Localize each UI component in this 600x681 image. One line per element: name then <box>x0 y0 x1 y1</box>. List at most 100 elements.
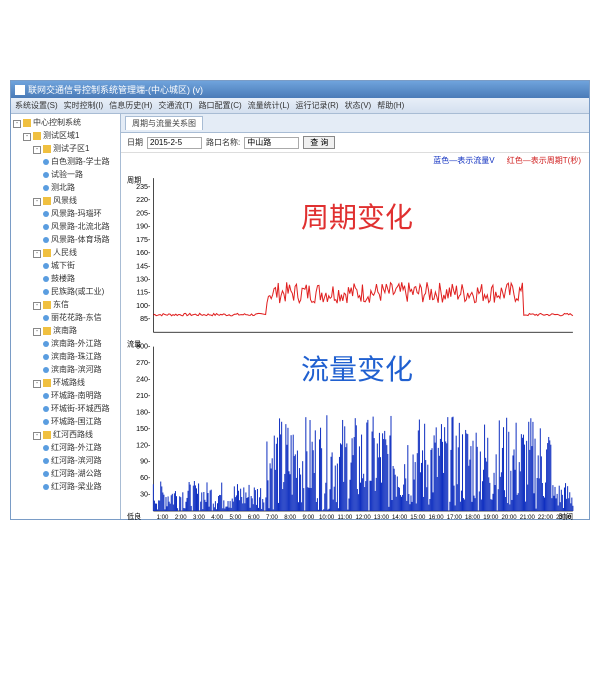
svg-text:90-: 90- <box>140 458 151 466</box>
svg-text:22:00: 22:00 <box>538 514 554 521</box>
tree-leaf[interactable]: 红河路-滨河路 <box>13 454 118 467</box>
svg-text:16:00: 16:00 <box>428 514 444 521</box>
svg-text:210-: 210- <box>136 392 151 400</box>
svg-text:205-: 205- <box>136 209 151 217</box>
tree-node[interactable]: -东信 <box>13 298 118 311</box>
tree-leaf[interactable]: 试验一路 <box>13 168 118 181</box>
tree-leaf[interactable]: 红河路-外江路 <box>13 441 118 454</box>
svg-text:4:00: 4:00 <box>211 514 223 521</box>
tree-node[interactable]: -风景线 <box>13 194 118 207</box>
svg-text:7:00: 7:00 <box>266 514 278 521</box>
menu-item[interactable]: 流量统计(L) <box>248 100 290 111</box>
svg-text:150-: 150- <box>136 425 151 433</box>
svg-text:时间: 时间 <box>559 512 573 521</box>
svg-text:17:00: 17:00 <box>447 514 463 521</box>
menu-item[interactable]: 状态(V) <box>345 100 372 111</box>
menu-item[interactable]: 信息历史(H) <box>109 100 152 111</box>
tree-node[interactable]: -人民线 <box>13 246 118 259</box>
tree-leaf[interactable]: 风景路-体育场路 <box>13 233 118 246</box>
svg-text:1:00: 1:00 <box>157 514 169 521</box>
svg-text:30-: 30- <box>140 491 151 499</box>
overlay-flow: 流量变化 <box>301 348 413 388</box>
svg-text:235-: 235- <box>136 183 151 191</box>
svg-text:60-: 60- <box>140 474 151 482</box>
svg-text:21:00: 21:00 <box>520 514 536 521</box>
tab-chart[interactable]: 周期与流量关系图 <box>125 116 203 130</box>
svg-text:10:00: 10:00 <box>319 514 335 521</box>
svg-text:14:00: 14:00 <box>392 514 408 521</box>
tree-leaf[interactable]: 滨南路-滨河路 <box>13 363 118 376</box>
svg-text:300-: 300- <box>136 343 151 351</box>
svg-text:180-: 180- <box>136 408 151 416</box>
main-panel: 周期与流量关系图 日期 路口名称: 查 询 蓝色—表示流量V 红色—表示周期T(… <box>121 114 589 519</box>
date-label: 日期 <box>127 137 143 148</box>
svg-text:270-: 270- <box>136 359 151 367</box>
window-title: 联网交通信号控制系统管理端-(中心城区) (v) <box>28 83 203 96</box>
svg-text:19:00: 19:00 <box>483 514 499 521</box>
date-input[interactable] <box>147 137 202 149</box>
app-body: -中心控制系统-测试区域1-测试子区1白色测路-学士路试验一路测北路-风景线风景… <box>11 114 589 519</box>
menu-item[interactable]: 系统设置(S) <box>15 100 58 111</box>
svg-text:120-: 120- <box>136 441 151 449</box>
chart-area: 周期85-100-115-130-145-160-175-190-205-220… <box>121 168 589 546</box>
tree-leaf[interactable]: 丽花花路-东信 <box>13 311 118 324</box>
svg-text:190-: 190- <box>136 223 151 231</box>
tree-leaf[interactable]: 环城街-环城西路 <box>13 402 118 415</box>
tree-node[interactable]: -测试子区1 <box>13 142 118 155</box>
overlay-period: 周期变化 <box>301 196 413 236</box>
svg-text:18:00: 18:00 <box>465 514 481 521</box>
svg-text:15:00: 15:00 <box>410 514 426 521</box>
menu-item[interactable]: 实时控制(I) <box>64 100 104 111</box>
svg-text:85-: 85- <box>140 315 151 323</box>
tree-leaf[interactable]: 滨南路-外江路 <box>13 337 118 350</box>
svg-text:12:00: 12:00 <box>356 514 372 521</box>
tree-leaf[interactable]: 风景路-玛瑙环 <box>13 207 118 220</box>
tree-leaf[interactable]: 环城路-国江路 <box>13 415 118 428</box>
intersection-input[interactable] <box>244 137 299 149</box>
tree-leaf[interactable]: 城下街 <box>13 259 118 272</box>
svg-text:20:00: 20:00 <box>501 514 517 521</box>
sidebar-tree[interactable]: -中心控制系统-测试区域1-测试子区1白色测路-学士路试验一路测北路-风景线风景… <box>11 114 121 519</box>
svg-text:240-: 240- <box>136 376 151 384</box>
menu-item[interactable]: 帮助(H) <box>377 100 404 111</box>
svg-text:低良: 低良 <box>127 512 141 521</box>
app-icon <box>15 85 25 95</box>
menu-item[interactable]: 运行记录(R) <box>295 100 338 111</box>
tree-leaf[interactable]: 鼓楼路 <box>13 272 118 285</box>
tree-node[interactable]: -滨南路 <box>13 324 118 337</box>
svg-text:5:00: 5:00 <box>230 514 242 521</box>
svg-text:115-: 115- <box>137 289 151 297</box>
tree-node[interactable]: -中心控制系统 <box>13 116 118 129</box>
tree-leaf[interactable]: 民族路(或工业) <box>13 285 118 298</box>
titlebar: 联网交通信号控制系统管理端-(中心城区) (v) <box>11 81 589 98</box>
intersection-label: 路口名称: <box>206 137 240 148</box>
tree-leaf[interactable]: 风景路-北流北路 <box>13 220 118 233</box>
svg-text:11:00: 11:00 <box>338 514 353 521</box>
tree-leaf[interactable]: 环城路-南明路 <box>13 389 118 402</box>
svg-text:130-: 130- <box>136 275 151 283</box>
menu-item[interactable]: 交通流(T) <box>158 100 192 111</box>
svg-text:9:00: 9:00 <box>303 514 315 521</box>
legend: 蓝色—表示流量V 红色—表示周期T(秒) <box>121 153 589 168</box>
tree-leaf[interactable]: 滨南路-珠江路 <box>13 350 118 363</box>
svg-text:145-: 145- <box>136 262 151 270</box>
query-button[interactable]: 查 询 <box>303 136 335 149</box>
tree-leaf[interactable]: 白色测路-学士路 <box>13 155 118 168</box>
tree-node[interactable]: -环城路线 <box>13 376 118 389</box>
tree-node[interactable]: -测试区域1 <box>13 129 118 142</box>
menu-item[interactable]: 路口配置(C) <box>199 100 242 111</box>
svg-text:220-: 220- <box>136 196 151 204</box>
tree-leaf[interactable]: 红河路-湖公路 <box>13 467 118 480</box>
svg-text:160-: 160- <box>136 249 151 257</box>
svg-text:100-: 100- <box>136 302 151 310</box>
legend-blue: 蓝色—表示流量V <box>433 156 494 165</box>
tree-leaf[interactable]: 红河路-梁业路 <box>13 480 118 493</box>
svg-text:2:00: 2:00 <box>175 514 187 521</box>
tree-leaf[interactable]: 测北路 <box>13 181 118 194</box>
svg-text:13:00: 13:00 <box>374 514 390 521</box>
svg-text:175-: 175- <box>136 236 151 244</box>
menubar: 系统设置(S) 实时控制(I) 信息历史(H) 交通流(T) 路口配置(C) 流量统计(L… <box>11 98 589 114</box>
query-controls: 日期 路口名称: 查 询 <box>121 133 589 153</box>
tree-node[interactable]: -红河西路线 <box>13 428 118 441</box>
svg-text:3:00: 3:00 <box>193 514 205 521</box>
